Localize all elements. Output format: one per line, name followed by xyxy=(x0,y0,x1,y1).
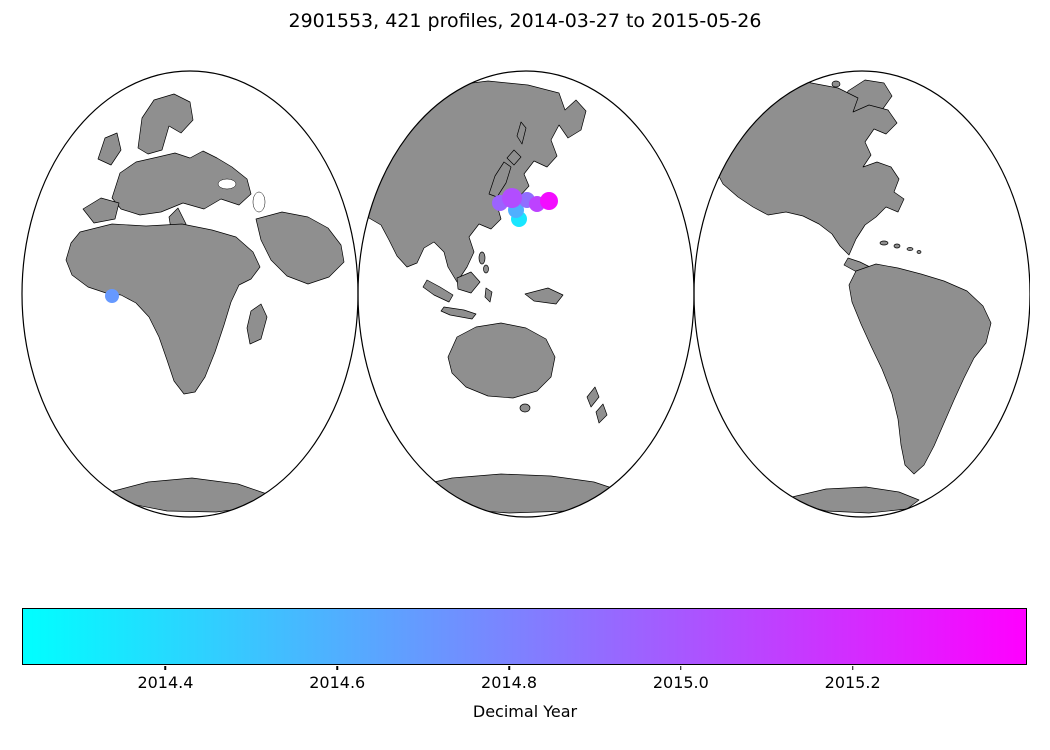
sakhalin xyxy=(516,121,527,145)
asia xyxy=(359,80,587,283)
lobe-americas xyxy=(702,79,992,514)
black-sea xyxy=(217,178,237,190)
philippines-south xyxy=(483,264,489,274)
profile-point xyxy=(105,289,119,303)
map-svg xyxy=(21,70,1031,518)
scandinavia xyxy=(137,93,194,155)
colorbar-tick-label: 2014.8 xyxy=(481,673,538,692)
puerto-rico xyxy=(906,247,914,251)
australia xyxy=(447,322,556,399)
colorbar-tick-label: 2014.4 xyxy=(137,673,194,692)
profile-scatter-points xyxy=(105,188,558,303)
colorbar-tick-mark xyxy=(680,666,682,670)
colorbar-tick-label: 2015.2 xyxy=(824,673,881,692)
profile-point xyxy=(540,192,558,210)
philippines-north xyxy=(478,251,486,265)
iberia xyxy=(82,197,120,224)
profile-point xyxy=(502,188,522,208)
south-america xyxy=(848,263,992,475)
world-map xyxy=(20,66,1031,521)
colorbar-tick-mark xyxy=(336,666,338,670)
hispaniola xyxy=(893,243,901,249)
lobe-europe-africa xyxy=(65,93,345,513)
africa xyxy=(65,223,261,395)
chart-title: 2901553, 421 profiles, 2014-03-27 to 201… xyxy=(288,10,762,32)
north-america xyxy=(702,81,905,256)
colorbar-tick-mark xyxy=(508,666,510,670)
colorbar-tick-mark xyxy=(164,666,167,670)
java xyxy=(440,306,477,320)
sumatra xyxy=(422,279,454,303)
borneo xyxy=(456,271,481,294)
sulawesi xyxy=(484,287,493,303)
colorbar-axis-label: Decimal Year xyxy=(472,702,578,721)
british-isles xyxy=(97,132,122,166)
arctic-island-2 xyxy=(831,80,841,88)
tasmania xyxy=(519,403,531,413)
colorbar-tick-mark xyxy=(851,666,854,670)
colorbar-ticks: 2014.4 2014.6 2014.8 2015.0 2015.2 xyxy=(22,666,1027,696)
europe-mainland xyxy=(111,150,252,216)
colorbar-tick-label: 2015.0 xyxy=(652,673,709,692)
new-zealand-north xyxy=(586,386,600,408)
new-zealand-south xyxy=(595,403,608,424)
lesser-antilles xyxy=(916,250,922,254)
colorbar xyxy=(22,608,1027,665)
japan-hokkaido xyxy=(506,149,522,166)
madagascar xyxy=(246,303,268,345)
colorbar-tick-label: 2014.6 xyxy=(309,673,366,692)
caspian-sea xyxy=(252,191,266,213)
new-guinea xyxy=(524,287,564,305)
middle-east xyxy=(255,211,345,285)
cuba xyxy=(879,240,889,246)
